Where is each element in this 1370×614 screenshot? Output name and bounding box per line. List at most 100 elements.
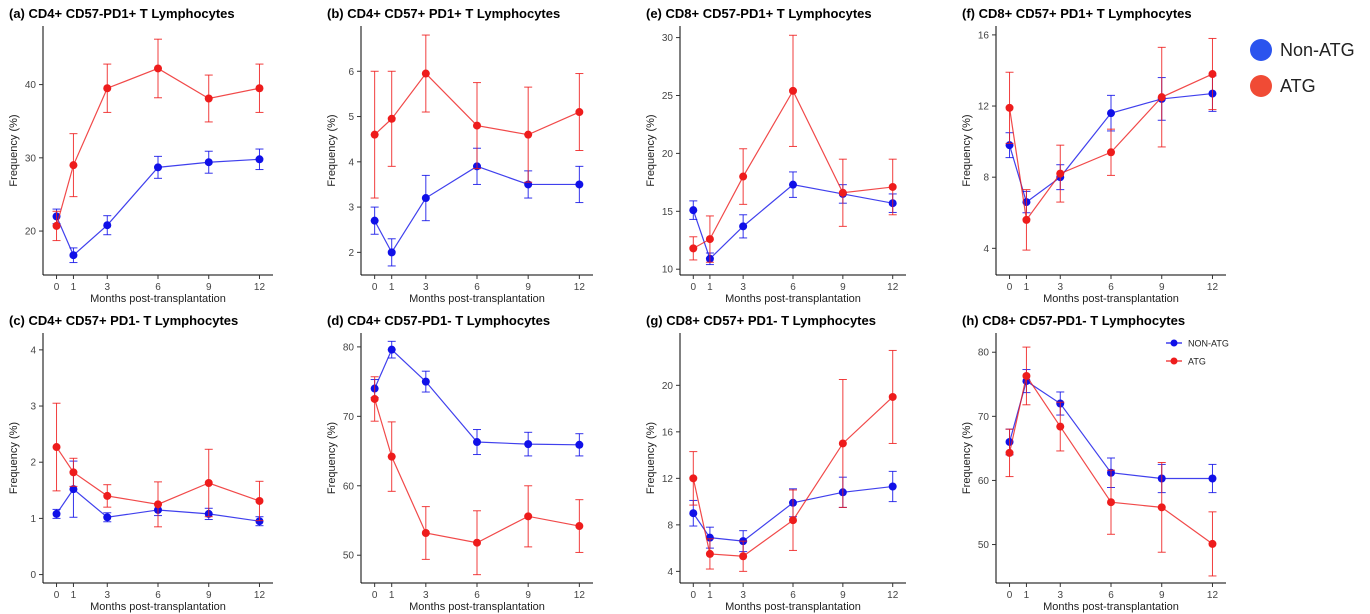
x-tick-label: 1 (707, 282, 713, 293)
y-tick-label: 70 (978, 412, 990, 423)
x-tick-label: 3 (104, 282, 110, 293)
y-tick-label: 8 (667, 520, 673, 531)
chart-title: (a) CD4+ CD57-PD1+ T Lymphocytes (9, 6, 235, 21)
x-tick-label: 6 (790, 282, 796, 293)
y-tick-label: 20 (662, 381, 674, 392)
chart-panel-7: (g) CD8+ CD57+ PD1- T Lymphocytes4812162… (645, 313, 906, 613)
y-tick-label: 16 (662, 427, 674, 438)
x-tick-label: 0 (372, 282, 378, 293)
y-tick-label: 4 (983, 244, 989, 255)
y-tick-label: 2 (348, 248, 354, 259)
x-tick-label: 12 (574, 590, 586, 601)
x-tick-label: 9 (840, 282, 846, 293)
data-point-atg (69, 161, 78, 170)
series-line-atg (1008, 73, 1213, 222)
data-point-atg (1005, 448, 1014, 457)
inset-legend-label-atg: ATG (1188, 357, 1206, 367)
y-tick-label: 60 (978, 476, 990, 487)
x-tick-label: 3 (740, 282, 746, 293)
data-point-atg (575, 522, 584, 531)
data-point-atg (689, 244, 698, 253)
chart-title: (b) CD4+ CD57+ PD1+ T Lymphocytes (327, 6, 560, 21)
data-point-non_atg (421, 194, 430, 203)
series-line-atg (1008, 374, 1213, 545)
x-axis-label: Months post-transplantation (90, 601, 226, 613)
x-axis-label: Months post-transplantation (1043, 601, 1179, 613)
data-point-atg (888, 182, 897, 191)
chart-title: (g) CD8+ CD57+ PD1- T Lymphocytes (646, 313, 876, 328)
data-point-atg (1107, 498, 1115, 507)
data-point-atg (789, 516, 797, 525)
data-point-atg (370, 394, 379, 403)
x-tick-label: 0 (1007, 282, 1013, 293)
series-line-non_atg (374, 348, 580, 446)
x-tick-label: 9 (840, 590, 846, 601)
chart-title: (e) CD8+ CD57-PD1+ T Lymphocytes (646, 6, 872, 21)
x-tick-label: 6 (790, 590, 796, 601)
data-point-atg (1107, 148, 1115, 157)
series-line-non_atg (692, 485, 893, 542)
x-axis-label: Months post-transplantation (725, 293, 861, 305)
data-point-non_atg (387, 248, 396, 257)
data-point-atg (1157, 93, 1166, 102)
y-tick-label: 10 (662, 265, 674, 276)
data-point-atg (154, 64, 162, 73)
data-point-non_atg (255, 155, 264, 164)
x-tick-label: 12 (887, 590, 899, 601)
x-tick-label: 6 (474, 282, 480, 293)
x-tick-label: 0 (54, 282, 60, 293)
data-point-atg (1208, 539, 1217, 548)
data-point-non_atg (69, 485, 78, 494)
series-line-non_atg (1008, 92, 1213, 204)
y-tick-label: 12 (978, 102, 990, 113)
x-tick-label: 0 (372, 590, 378, 601)
x-tick-label: 9 (206, 590, 212, 601)
data-point-non_atg (52, 509, 61, 518)
inset-legend-label-non_atg: NON-ATG (1188, 339, 1229, 349)
x-tick-label: 0 (1007, 590, 1013, 601)
chart-title: (h) CD8+ CD57-PD1- T Lymphocytes (962, 313, 1185, 328)
y-tick-label: 80 (343, 342, 355, 353)
x-tick-label: 0 (691, 282, 697, 293)
data-point-non_atg (524, 440, 533, 449)
y-tick-label: 4 (348, 157, 354, 168)
y-tick-label: 40 (25, 80, 37, 91)
chart-panel-4: (f) CD8+ CD57+ PD1+ T Lymphocytes4812160… (961, 6, 1226, 305)
data-point-atg (739, 552, 748, 561)
data-point-non_atg (204, 158, 213, 167)
data-point-non_atg (739, 222, 748, 231)
y-axis-label: Frequency (%) (8, 114, 20, 186)
y-tick-label: 8 (983, 173, 989, 184)
data-point-atg (387, 114, 396, 123)
data-point-atg (473, 538, 481, 547)
x-tick-label: 12 (574, 282, 586, 293)
series-line-non_atg (692, 184, 893, 260)
y-tick-label: 5 (348, 112, 354, 123)
legend-item-non-atg: Non-ATG (1250, 32, 1355, 68)
x-tick-label: 1 (389, 590, 395, 601)
data-point-atg (575, 108, 584, 117)
series-line-atg (374, 398, 580, 544)
data-point-non_atg (575, 180, 584, 189)
x-tick-label: 6 (155, 590, 161, 601)
inset-legend-marker-non_atg (1170, 339, 1178, 347)
legend-label-atg: ATG (1280, 75, 1316, 96)
x-tick-label: 3 (1057, 282, 1063, 293)
data-point-non_atg (154, 163, 162, 172)
data-point-atg (524, 130, 533, 139)
chart-panel-8: (h) CD8+ CD57-PD1- T Lymphocytes50607080… (961, 313, 1229, 613)
x-tick-label: 3 (104, 590, 110, 601)
series-line-atg (55, 67, 260, 227)
data-point-atg (1056, 169, 1065, 178)
data-point-non_atg (689, 509, 698, 518)
y-tick-label: 16 (978, 30, 990, 41)
data-point-atg (1005, 103, 1014, 112)
data-point-non_atg (103, 513, 112, 522)
y-tick-label: 15 (662, 207, 674, 218)
legend-swatch-non-atg (1250, 39, 1272, 61)
data-point-atg (689, 474, 698, 483)
x-tick-label: 1 (389, 282, 395, 293)
series-line-atg (692, 396, 894, 557)
data-point-atg (1056, 422, 1065, 431)
